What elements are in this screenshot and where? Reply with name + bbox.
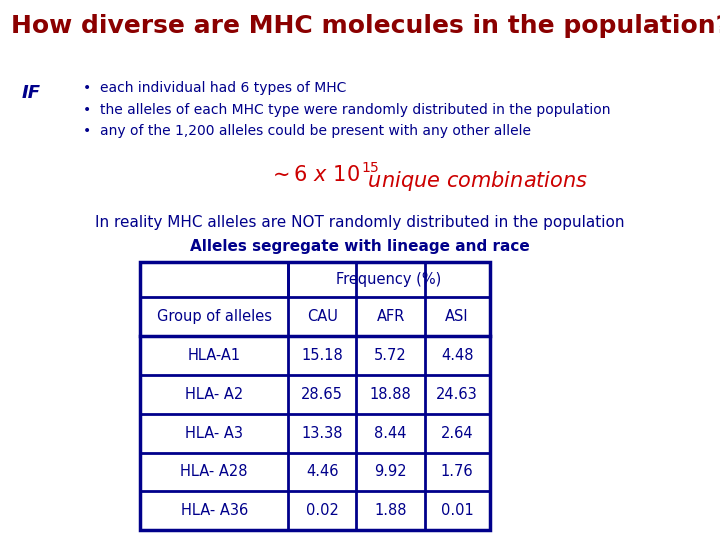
Text: $\mathit{15}$: $\mathit{15}$ xyxy=(361,161,380,176)
Text: How diverse are MHC molecules in the population?: How diverse are MHC molecules in the pop… xyxy=(11,14,720,37)
Text: HLA- A3: HLA- A3 xyxy=(185,426,243,441)
Text: In reality MHC alleles are NOT randomly distributed in the population: In reality MHC alleles are NOT randomly … xyxy=(95,215,625,230)
Text: CAU: CAU xyxy=(307,309,338,324)
Text: 4.46: 4.46 xyxy=(306,464,338,480)
Text: Frequency (%): Frequency (%) xyxy=(336,272,441,287)
Text: 0.02: 0.02 xyxy=(306,503,338,518)
Text: HLA- A2: HLA- A2 xyxy=(185,387,243,402)
Text: ASI: ASI xyxy=(446,309,469,324)
Text: HLA- A28: HLA- A28 xyxy=(181,464,248,480)
Text: 1.76: 1.76 xyxy=(441,464,474,480)
Text: Alleles segregate with lineage and race: Alleles segregate with lineage and race xyxy=(190,239,530,254)
Text: 13.38: 13.38 xyxy=(302,426,343,441)
Text: 0.01: 0.01 xyxy=(441,503,474,518)
Text: 28.65: 28.65 xyxy=(301,387,343,402)
Text: •  any of the 1,200 alleles could be present with any other allele: • any of the 1,200 alleles could be pres… xyxy=(83,124,531,138)
Text: $\mathit{\ unique\ combinations}$: $\mathit{\ unique\ combinations}$ xyxy=(361,169,589,193)
Text: HLA- A36: HLA- A36 xyxy=(181,503,248,518)
Text: •  each individual had 6 types of MHC: • each individual had 6 types of MHC xyxy=(83,81,346,95)
Text: 2.64: 2.64 xyxy=(441,426,474,441)
Text: HLA-A1: HLA-A1 xyxy=(188,348,240,363)
Text: IF: IF xyxy=(22,84,40,102)
Text: •  the alleles of each MHC type were randomly distributed in the population: • the alleles of each MHC type were rand… xyxy=(83,103,611,117)
Text: 24.63: 24.63 xyxy=(436,387,478,402)
Text: Group of alleles: Group of alleles xyxy=(157,309,271,324)
Text: 9.92: 9.92 xyxy=(374,464,407,480)
Text: 4.48: 4.48 xyxy=(441,348,474,363)
Text: 5.72: 5.72 xyxy=(374,348,407,363)
Text: 8.44: 8.44 xyxy=(374,426,407,441)
Text: AFR: AFR xyxy=(377,309,405,324)
Text: 18.88: 18.88 xyxy=(370,387,411,402)
Text: 1.88: 1.88 xyxy=(374,503,407,518)
Text: $\mathit{\sim}$$\mathit{6\ x\ 10}$: $\mathit{\sim}$$\mathit{6\ x\ 10}$ xyxy=(268,165,360,185)
Text: 15.18: 15.18 xyxy=(302,348,343,363)
Bar xyxy=(140,262,490,530)
